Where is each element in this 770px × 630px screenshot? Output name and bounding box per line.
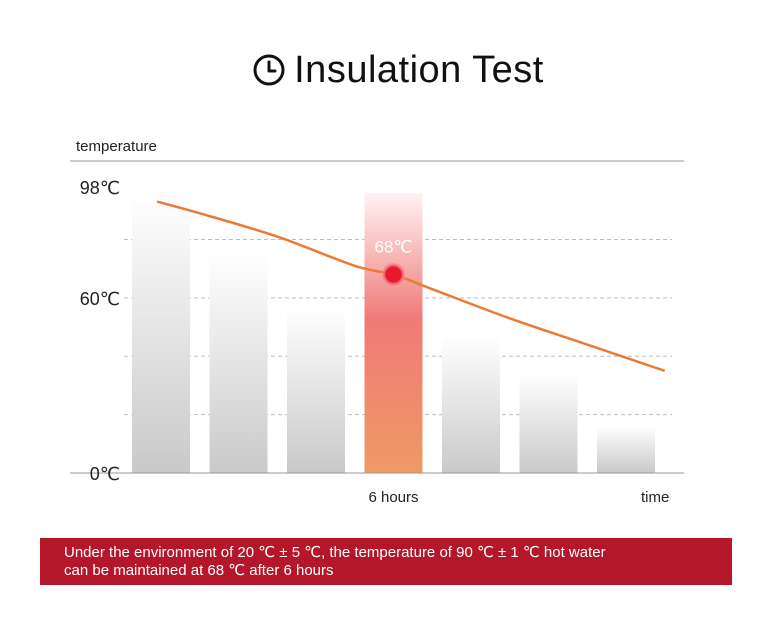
bar (209, 254, 268, 473)
highlight-point (385, 266, 402, 283)
x-axis-label: time (641, 489, 669, 506)
bars (132, 192, 655, 473)
bar (132, 192, 190, 473)
bar-highlight (364, 192, 423, 473)
caption-line-2: can be maintained at 68 ℃ after 6 hours (64, 562, 334, 579)
y-axis-label: temperature (76, 138, 157, 155)
insulation-chart: temperature 98℃ 60℃ 0℃ 6 hours time 68℃ (70, 138, 684, 506)
page-title: Insulation Test (294, 48, 544, 91)
bar (597, 426, 655, 473)
highlight-value-label: 68℃ (374, 238, 412, 257)
y-tick-label: 0℃ (90, 464, 120, 484)
x-tick-label: 6 hours (368, 489, 418, 506)
caption-line-1: Under the environment of 20 ℃ ± 5 ℃, the… (64, 544, 606, 561)
y-tick-labels: 98℃ 60℃ 0℃ (80, 178, 120, 484)
clock-icon (253, 54, 285, 86)
bar (519, 373, 578, 473)
bar (287, 306, 345, 473)
y-tick-label: 98℃ (80, 178, 120, 198)
caption-banner: Under the environment of 20 ℃ ± 5 ℃, the… (40, 538, 732, 585)
y-tick-label: 60℃ (80, 289, 120, 309)
bar (442, 335, 500, 473)
x-tick-labels: 6 hours (368, 489, 418, 506)
title-row: Insulation Test (0, 40, 770, 100)
